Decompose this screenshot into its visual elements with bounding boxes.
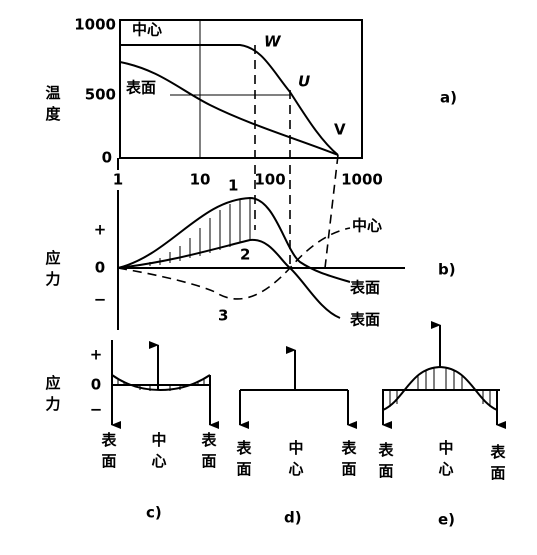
position-label: 表面 <box>100 431 118 474</box>
caption: d) <box>284 509 302 527</box>
position-label: 表面 <box>200 431 218 474</box>
x-tick-label: 1000 <box>341 171 383 189</box>
center-label: 中心 <box>352 217 382 235</box>
center-label: 中心 <box>132 21 162 39</box>
curve <box>382 365 498 411</box>
curve-2 <box>117 238 341 319</box>
x-tick-label: 1 <box>113 171 123 189</box>
curve-number: 3 <box>218 307 228 325</box>
caption: b) <box>438 261 456 279</box>
y-tick-label: 0 <box>102 149 112 167</box>
x-tick-label: 10 <box>190 171 211 189</box>
sign: − <box>94 291 107 309</box>
curve-number: 2 <box>240 246 250 264</box>
panel-b: 应力 + 0 − 1 2 3 中心 表面 表面 b) <box>44 177 456 330</box>
surface-curve <box>119 61 339 156</box>
panel-d: 表面 中心 表面 d) <box>235 346 358 527</box>
surface-label: 表面 <box>126 79 156 97</box>
guide <box>324 154 339 269</box>
position-label: 中心 <box>287 439 305 482</box>
panel-e: 表面 中心 表面 e) <box>377 321 507 529</box>
x-tick-label: 100 <box>254 171 285 189</box>
position-label: 中心 <box>150 431 168 474</box>
curve-label: V <box>334 121 346 139</box>
y-label: 温度 <box>44 85 62 127</box>
caption: a) <box>440 89 457 107</box>
position-label: 表面 <box>489 443 507 486</box>
curve-1 <box>117 196 351 283</box>
caption: c) <box>146 504 162 522</box>
position-label: 表面 <box>377 441 395 484</box>
sign: 0 <box>91 376 101 394</box>
curve-label: U <box>298 73 310 91</box>
sign: + <box>94 221 107 239</box>
y-tick-label: 500 <box>85 86 116 104</box>
y-label: 应力 <box>44 374 62 417</box>
sign: + <box>90 346 103 364</box>
y-label: 应力 <box>44 249 62 292</box>
surface-label: 表面 <box>350 279 380 297</box>
hatching <box>389 368 491 407</box>
caption: e) <box>438 511 455 529</box>
sign: 0 <box>95 259 105 277</box>
center-curve <box>120 44 339 156</box>
frame <box>119 19 363 159</box>
position-label: 表面 <box>340 439 358 482</box>
sign: − <box>90 401 103 419</box>
panel-c: 应力 + 0 − 表面 中心 表面 c) <box>44 340 219 522</box>
y-tick-label: 1000 <box>74 16 116 34</box>
curve-number: 1 <box>228 177 238 195</box>
hatching <box>149 198 251 266</box>
hatching <box>117 379 205 391</box>
panel-a: 温度 1000 500 0 1 10 100 1000 中心 表面 W U V … <box>44 16 457 269</box>
position-label: 中心 <box>437 439 455 482</box>
curve <box>111 374 211 391</box>
surface-label: 表面 <box>350 311 380 329</box>
curve-label: W <box>264 33 282 51</box>
position-label: 表面 <box>235 439 253 482</box>
